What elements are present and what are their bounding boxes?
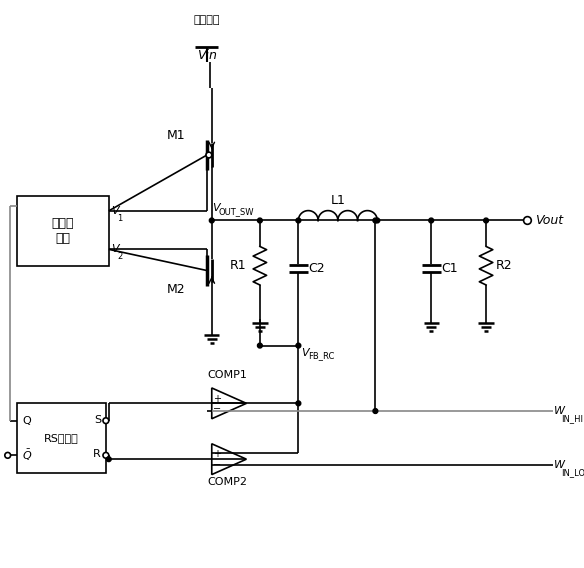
Text: R2: R2: [496, 259, 512, 272]
Text: −: −: [214, 404, 221, 414]
Text: V: V: [212, 203, 220, 213]
Circle shape: [524, 216, 531, 224]
Text: W: W: [554, 460, 565, 470]
Circle shape: [258, 218, 262, 223]
Circle shape: [258, 343, 262, 348]
Circle shape: [296, 401, 301, 406]
Text: L1: L1: [331, 194, 345, 207]
Text: IN_LO: IN_LO: [561, 468, 584, 477]
Circle shape: [5, 453, 11, 458]
Text: Q: Q: [22, 416, 31, 425]
Circle shape: [209, 218, 214, 223]
Text: 1: 1: [117, 214, 123, 223]
Circle shape: [206, 152, 212, 158]
Text: OUT_SW: OUT_SW: [218, 207, 254, 216]
Text: M1: M1: [167, 130, 186, 142]
Text: V: V: [301, 349, 309, 358]
Text: −: −: [214, 460, 221, 470]
Text: +: +: [214, 394, 221, 403]
Text: COMP2: COMP2: [207, 478, 247, 487]
Text: C1: C1: [441, 262, 457, 275]
Circle shape: [484, 218, 488, 223]
Circle shape: [103, 418, 109, 424]
Circle shape: [373, 408, 378, 414]
Circle shape: [429, 218, 433, 223]
Circle shape: [103, 453, 109, 458]
Text: V: V: [111, 244, 119, 254]
Circle shape: [375, 218, 380, 223]
Text: 直流电源: 直流电源: [194, 15, 220, 25]
Text: S: S: [94, 415, 101, 425]
Text: 2: 2: [117, 252, 123, 261]
Circle shape: [373, 218, 378, 223]
Circle shape: [106, 457, 111, 462]
Text: 开关驱: 开关驱: [52, 217, 74, 230]
Text: +: +: [214, 449, 221, 460]
Text: R1: R1: [230, 259, 246, 272]
Text: IN_HI: IN_HI: [561, 414, 583, 423]
Text: COMP1: COMP1: [207, 370, 247, 380]
Circle shape: [296, 218, 301, 223]
Text: RS触发器: RS触发器: [44, 433, 79, 443]
Text: V: V: [111, 206, 119, 216]
Text: M2: M2: [167, 283, 186, 296]
Text: FB_RC: FB_RC: [308, 352, 335, 360]
Text: Vout: Vout: [535, 214, 564, 227]
Text: W: W: [554, 406, 565, 416]
Text: $\bar{Q}$: $\bar{Q}$: [22, 448, 33, 463]
Text: R: R: [93, 449, 101, 460]
Text: C2: C2: [308, 262, 325, 275]
Text: 动器: 动器: [55, 232, 71, 245]
Circle shape: [296, 343, 301, 348]
Text: Vin: Vin: [197, 49, 217, 62]
